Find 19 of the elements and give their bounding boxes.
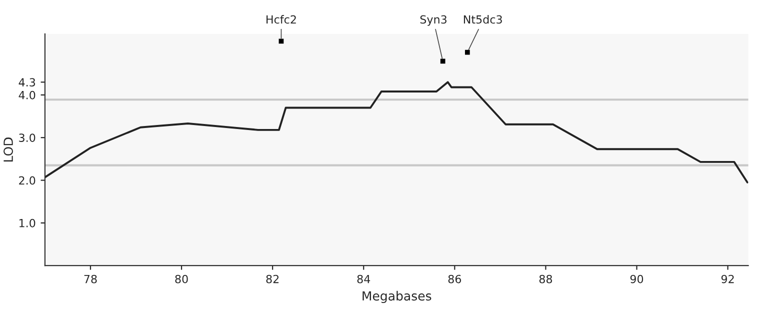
y-tick-label: 4.0: [18, 90, 36, 100]
line-series: [44, 81, 748, 184]
x-tick-label: 80: [175, 274, 188, 284]
y-tick-label: 3.0: [19, 134, 36, 142]
x-tick-label: 90: [630, 274, 644, 284]
x-tick-label: 84: [357, 274, 370, 284]
x-tick-label: 92: [721, 274, 734, 284]
annotation: Syn3: [420, 15, 446, 26]
y-tick-label: 1.0: [19, 218, 36, 228]
x-tick-label: 88: [539, 274, 552, 284]
x-tick-label: 78: [84, 274, 97, 284]
y-axis-title: LOD: [4, 138, 13, 162]
annotation: Nt5dc3: [464, 15, 502, 24]
y-tick-label: 4.3: [18, 78, 36, 87]
x-tick-label: 86: [448, 274, 462, 284]
y-tick-label: 2.0: [19, 176, 36, 185]
x-tick-label: 82: [266, 274, 279, 284]
x-axis-title: Megabases: [362, 290, 432, 304]
annotation: Hcfc2: [266, 15, 296, 24]
